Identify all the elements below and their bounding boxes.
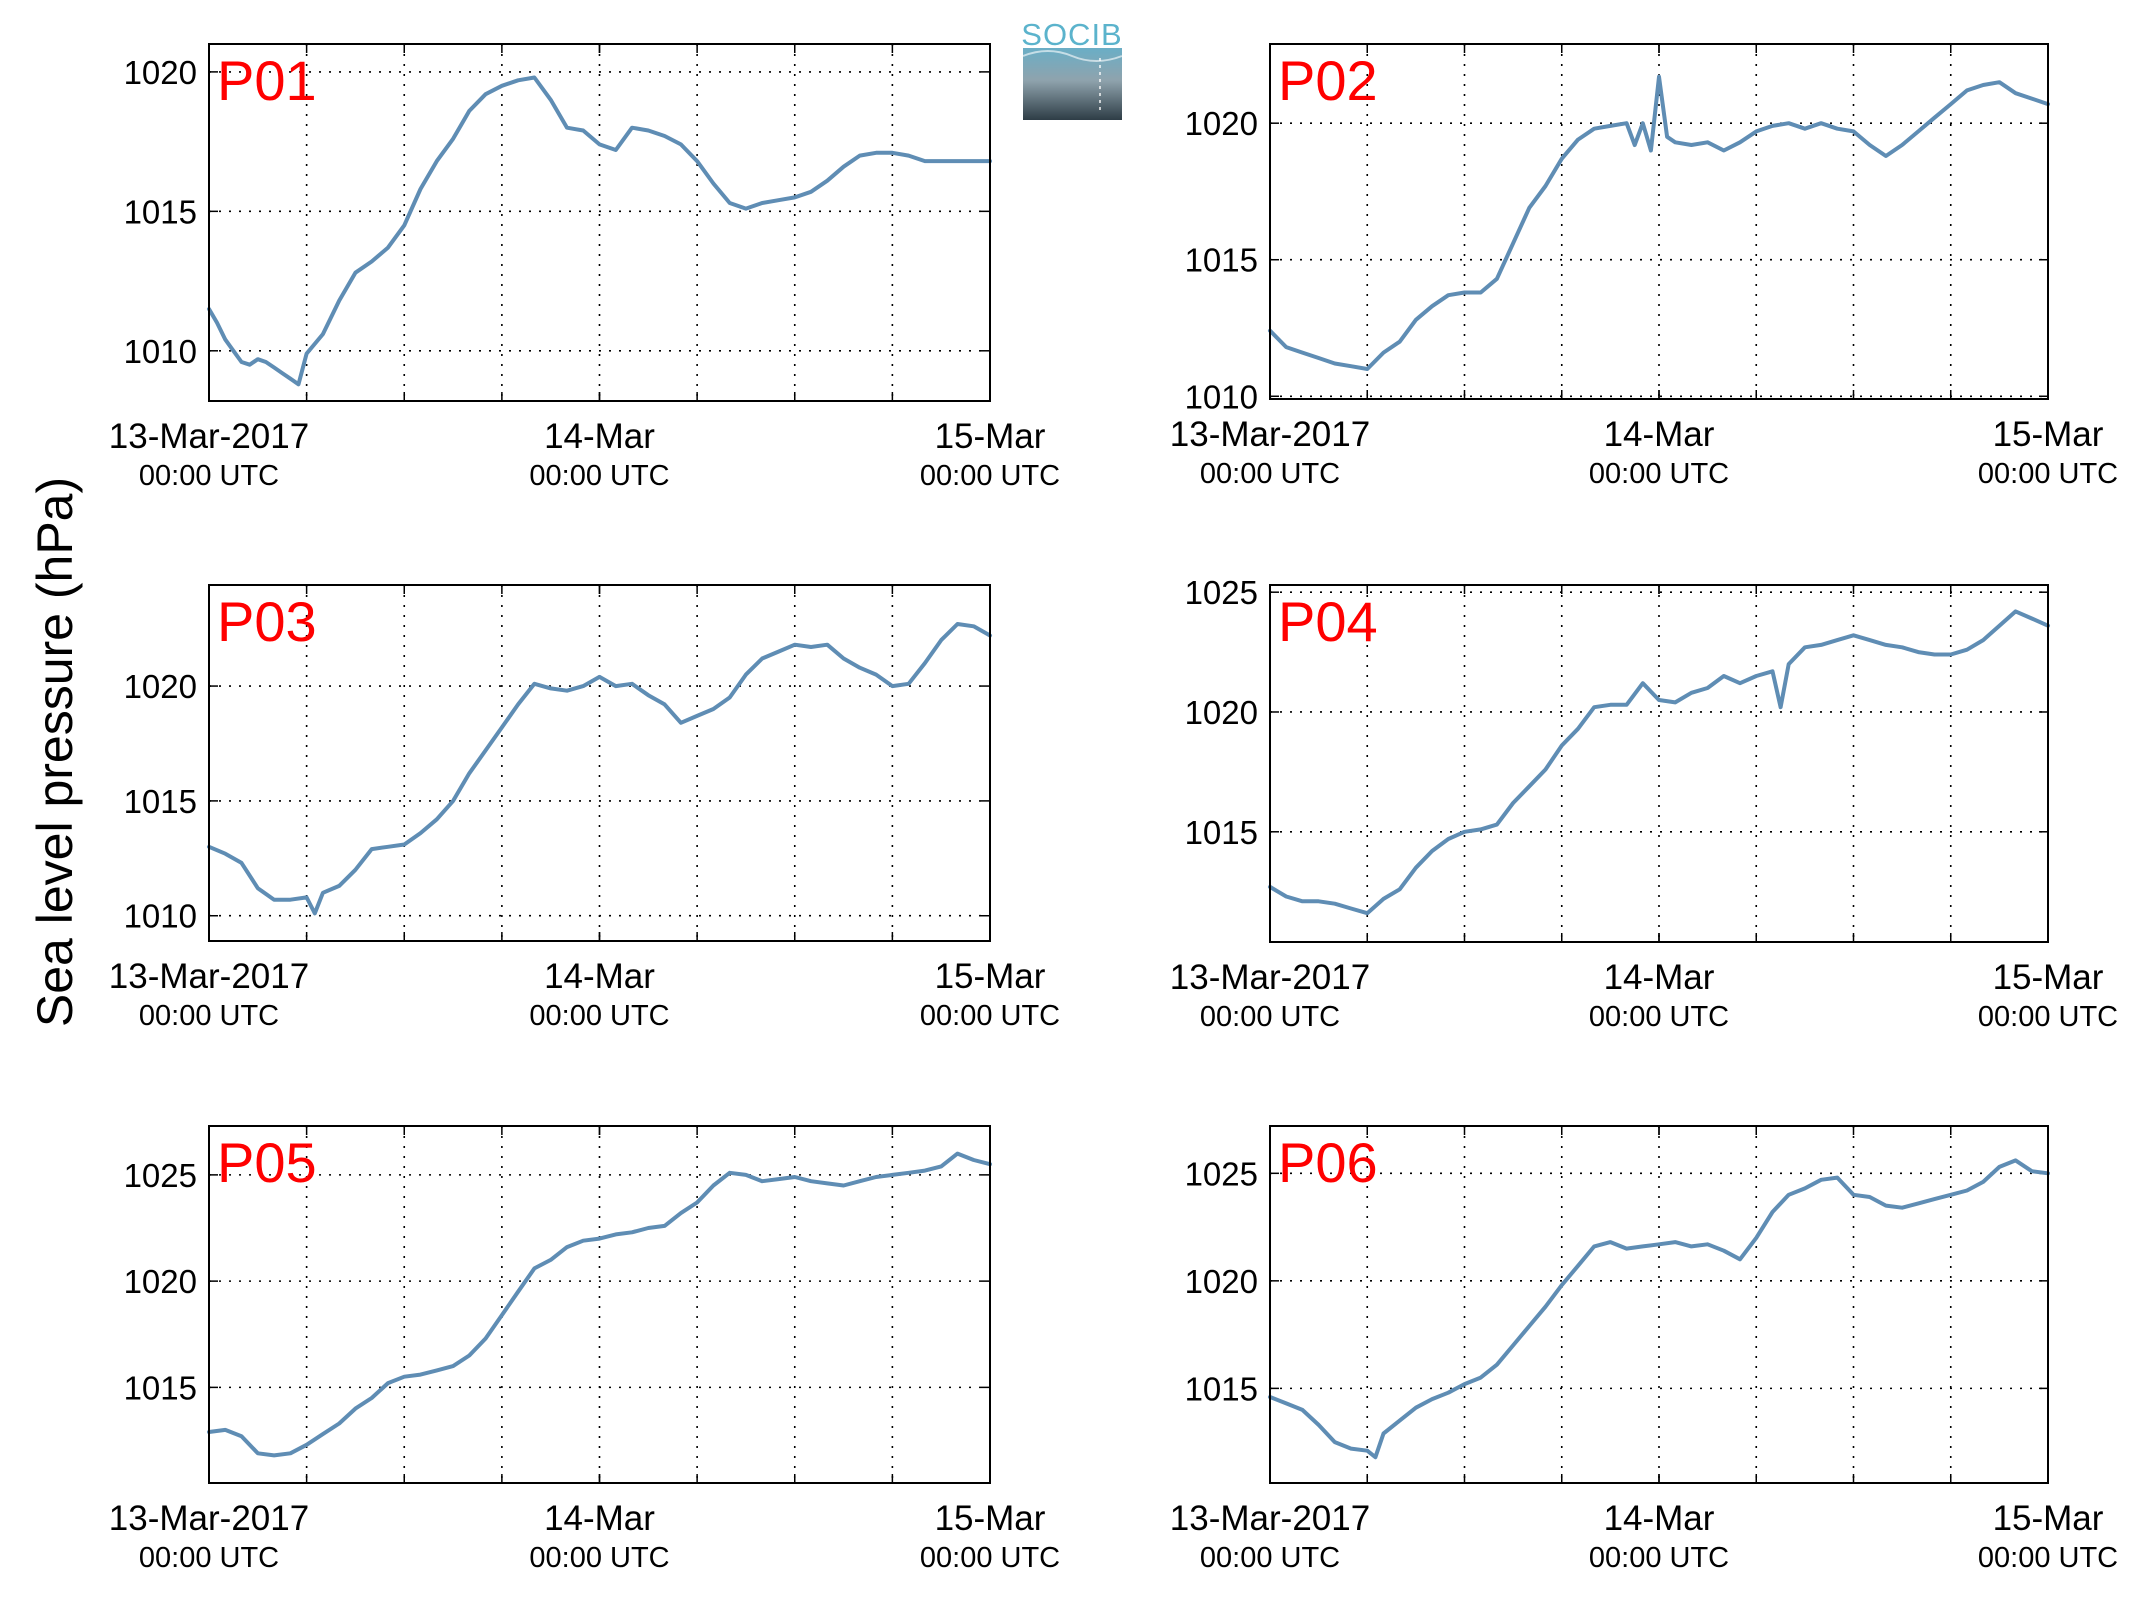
x-tick-time-label: 00:00 UTC (529, 1542, 669, 1574)
x-tick-date-label: 14-Mar (1604, 958, 1715, 997)
x-tick-time-label: 00:00 UTC (920, 1000, 1060, 1032)
x-tick-time-label: 00:00 UTC (1200, 1542, 1340, 1574)
y-tick-label: 1020 (124, 54, 197, 91)
x-tick-time-label: 00:00 UTC (1589, 458, 1729, 490)
series-line (207, 75, 992, 387)
logo-wordmark: SOCIB (1021, 17, 1122, 52)
y-axis-label: Sea level pressure (hPa) (27, 477, 83, 1027)
panel-p05: 1015 1020 1025 13-Mar-2017 00:00 UTC 14-Mar 00… (109, 1125, 1060, 1574)
series-line (1268, 1158, 2050, 1460)
x-tick-time-label: 00:00 UTC (1978, 1542, 2118, 1574)
y-tick-label: 1010 (124, 898, 197, 935)
axes-frame (1269, 1125, 2049, 1484)
axes-frame (1269, 584, 2049, 943)
x-tick-date-label: 15-Mar (1993, 958, 2104, 997)
x-tick-date-label: 13-Mar-2017 (1170, 415, 1370, 454)
y-tick-label: 1015 (124, 783, 197, 820)
panel-label: P06 (1278, 1131, 1378, 1194)
x-tick-time-label: 00:00 UTC (139, 1000, 279, 1032)
y-tick-label: 1020 (124, 1263, 197, 1300)
x-tick-time-label: 00:00 UTC (1200, 1001, 1340, 1033)
y-tick-label: 1010 (1185, 378, 1258, 415)
panel-p03: 1010 1015 1020 13-Mar-2017 00:00 UTC 14-Mar 00… (109, 584, 1060, 1032)
x-tick-time-label: 00:00 UTC (1978, 1001, 2118, 1033)
y-tick-label: 1015 (124, 1369, 197, 1406)
panel-label: P03 (217, 590, 317, 653)
y-tick-label: 1010 (124, 333, 197, 370)
panel-p06: 1015 1020 1025 13-Mar-2017 00:00 UTC 14-Mar 00… (1170, 1125, 2118, 1574)
series-line (207, 622, 992, 916)
axes-frame (208, 584, 991, 942)
logo-emblem (1023, 48, 1122, 120)
x-tick-time-label: 00:00 UTC (1200, 458, 1340, 490)
panel-label: P01 (217, 49, 317, 112)
x-tick-time-label: 00:00 UTC (139, 460, 279, 492)
x-tick-time-label: 00:00 UTC (529, 460, 669, 492)
x-tick-date-label: 14-Mar (544, 1499, 655, 1538)
x-tick-time-label: 00:00 UTC (1589, 1542, 1729, 1574)
logo-wave (1022, 50, 1123, 62)
x-tick-date-label: 14-Mar (544, 957, 655, 996)
y-tick-label: 1020 (1185, 1263, 1258, 1300)
x-tick-date-label: 15-Mar (935, 417, 1046, 456)
y-tick-label: 1020 (1185, 694, 1258, 731)
axes-frame (1269, 43, 2049, 400)
y-tick-label: 1015 (1185, 814, 1258, 851)
socib-logo: SOCIB (1021, 17, 1123, 120)
y-tick-label: 1015 (1185, 1370, 1258, 1407)
panel-p02: 1010 1015 1020 13-Mar-2017 00:00 UTC 14-Mar 00… (1170, 43, 2118, 490)
x-tick-date-label: 13-Mar-2017 (1170, 958, 1370, 997)
x-tick-date-label: 14-Mar (1604, 1499, 1715, 1538)
panel-label: P02 (1278, 49, 1378, 112)
y-tick-label: 1020 (1185, 105, 1258, 142)
x-tick-time-label: 00:00 UTC (920, 1542, 1060, 1574)
y-tick-label: 1020 (124, 668, 197, 705)
x-tick-time-label: 00:00 UTC (139, 1542, 279, 1574)
panel-label: P05 (217, 1131, 317, 1194)
x-tick-date-label: 14-Mar (1604, 415, 1715, 454)
y-tick-label: 1015 (124, 193, 197, 230)
x-tick-date-label: 15-Mar (935, 957, 1046, 996)
x-tick-time-label: 00:00 UTC (1589, 1001, 1729, 1033)
panels: 1010 1015 1020 13-Mar-2017 00:00 UTC 14-Mar 00… (109, 43, 2118, 1574)
axes-frame (208, 43, 991, 402)
x-tick-time-label: 00:00 UTC (529, 1000, 669, 1032)
x-tick-date-label: 15-Mar (935, 1499, 1046, 1538)
x-tick-date-label: 15-Mar (1993, 1499, 2104, 1538)
x-tick-date-label: 13-Mar-2017 (109, 417, 309, 456)
series-line (207, 1151, 992, 1458)
x-tick-date-label: 15-Mar (1993, 415, 2104, 454)
x-tick-date-label: 13-Mar-2017 (109, 1499, 309, 1538)
x-tick-date-label: 14-Mar (544, 417, 655, 456)
x-tick-date-label: 13-Mar-2017 (109, 957, 309, 996)
y-tick-label: 1025 (1185, 574, 1258, 611)
y-tick-label: 1015 (1185, 242, 1258, 279)
panel-label: P04 (1278, 590, 1378, 653)
y-tick-label: 1025 (124, 1157, 197, 1194)
panel-p04: 1015 1020 1025 13-Mar-2017 00:00 UTC 14-Mar 00… (1170, 574, 2118, 1033)
series-line (1268, 609, 2050, 916)
x-tick-time-label: 00:00 UTC (1978, 458, 2118, 490)
x-tick-time-label: 00:00 UTC (920, 460, 1060, 492)
axes-frame (208, 1125, 991, 1484)
series-line (1268, 74, 2050, 371)
y-tick-label: 1025 (1185, 1155, 1258, 1192)
panel-p01: 1010 1015 1020 13-Mar-2017 00:00 UTC 14-Mar 00… (109, 43, 1060, 492)
x-tick-date-label: 13-Mar-2017 (1170, 1499, 1370, 1538)
